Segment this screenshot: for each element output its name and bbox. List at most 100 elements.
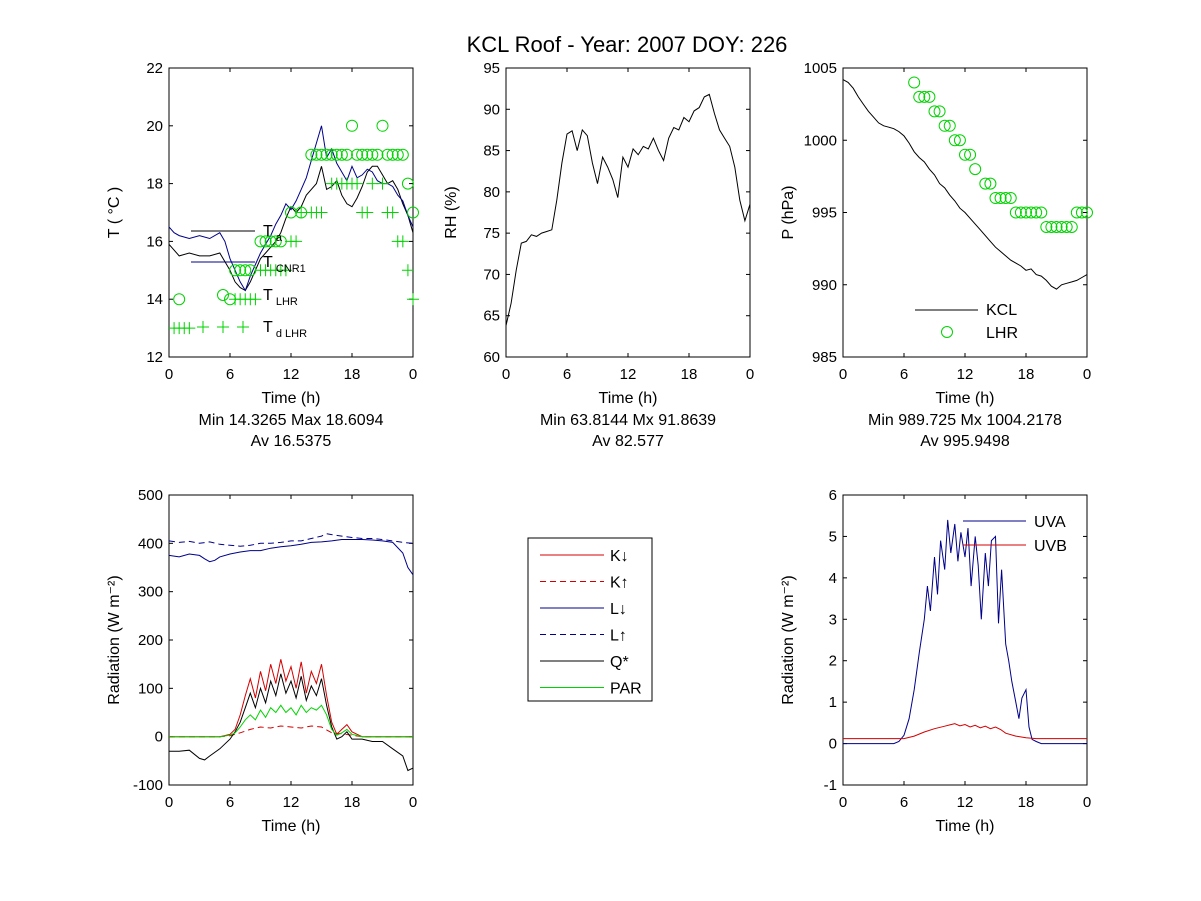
pressure-point: [1065, 220, 1078, 233]
pressure-point: [933, 105, 946, 118]
rh-ylabel: RH (%): [443, 186, 460, 238]
pressure-point: [1081, 206, 1093, 219]
radiation-legend-frame: [527, 537, 653, 702]
pressure-point: [1075, 206, 1088, 219]
pressure-ytick-label: 1005: [804, 60, 837, 77]
pressure-point: [918, 90, 931, 103]
temp-point: [249, 293, 262, 306]
radiation-xtick-label: 6: [226, 794, 234, 811]
pressure-legend-label: LHR: [986, 325, 1018, 342]
radiation-series-2: [168, 539, 414, 576]
pressure-point: [953, 134, 966, 147]
temp-point: [305, 148, 318, 161]
radiation-ytick-label: 200: [138, 632, 163, 649]
uv-xtick-label: 12: [957, 794, 974, 811]
radiation-series-line: [168, 533, 414, 547]
pressure-point: [1045, 220, 1058, 233]
temp-xtick-label: 6: [226, 366, 234, 383]
rh-xtick-label: 12: [620, 366, 637, 383]
temp-series-line: [168, 125, 414, 292]
temp-xtick-label: 0: [165, 366, 173, 383]
radiation-series-line: [168, 539, 414, 576]
temp-ytick-label: 14: [146, 291, 163, 308]
uv-ytick-label: 1: [829, 694, 837, 711]
pressure-point: [999, 192, 1012, 205]
temp-point: [356, 148, 369, 161]
temp-point: [259, 235, 272, 248]
temp-point: [183, 322, 196, 335]
uv-ytick-label: 5: [829, 528, 837, 545]
pressure-point: [959, 148, 971, 161]
temp-stats-line1: Min 14.3265 Max 18.6094: [198, 412, 383, 429]
temp-legend-label: T a: [263, 223, 283, 244]
pressure-point: [928, 105, 941, 118]
temp-xtick-label: 12: [283, 366, 300, 383]
radiation-series-line: [169, 673, 414, 772]
temp-point: [366, 148, 379, 161]
radiation-ytick-label: 300: [138, 584, 163, 601]
temp-point: [315, 206, 328, 219]
pressure-xtick-label: 12: [957, 366, 974, 383]
temp-plot-area: [168, 67, 414, 358]
pressure-ytick-label: 990: [812, 277, 837, 294]
pressure-point: [1009, 206, 1022, 219]
temp-ytick-label: 12: [146, 349, 163, 366]
temp-series-0: [168, 165, 414, 292]
temp-point: [407, 293, 419, 306]
radiation-ylabel: Radiation (W m⁻²): [106, 575, 123, 704]
temp-legend-label: T CNR1: [263, 254, 306, 275]
temp-point: [346, 119, 358, 132]
temp-ytick-label: 16: [146, 233, 163, 250]
temp-point: [376, 119, 389, 132]
uv-ytick-label: 4: [829, 570, 837, 587]
temp-xtick-label: 0: [409, 366, 417, 383]
pressure-ytick-label: 1000: [804, 132, 837, 149]
pressure-point: [1040, 220, 1053, 233]
radiation-ytick-label: 500: [138, 487, 163, 504]
uv-legend-label: UVA: [1034, 514, 1066, 531]
pressure-series-line: [842, 79, 1088, 290]
uv-series-line: [843, 723, 1087, 740]
temp-point: [325, 148, 338, 161]
uv-plot-area: [842, 494, 1088, 786]
uv-ytick-label: 2: [829, 653, 837, 670]
temp-point: [371, 148, 384, 161]
temp-point: [396, 235, 409, 248]
radiation-series-5: [169, 704, 413, 738]
temp-point: [264, 235, 277, 248]
temp-point: [229, 264, 242, 277]
temp-stats-line2: Av 16.5375: [251, 433, 332, 450]
pressure-ytick-label: 985: [812, 349, 837, 366]
temp-series-2: [173, 119, 419, 306]
temp-ytick-label: 18: [146, 176, 163, 193]
temp-point: [269, 235, 282, 248]
temp-point: [396, 148, 409, 161]
pressure-point: [1014, 206, 1027, 219]
uv-xlabel: Time (h): [936, 818, 995, 835]
temp-point: [386, 206, 399, 219]
uv-xtick-label: 0: [839, 794, 847, 811]
temp-point: [376, 177, 389, 190]
uv-xtick-label: 18: [1018, 794, 1035, 811]
pressure-ylabel: P (hPa): [780, 186, 797, 240]
temp-legend-label: T LHR: [263, 287, 298, 308]
pressure-point: [969, 163, 982, 176]
rh-plot-area: [505, 67, 751, 358]
temp-point: [386, 148, 399, 161]
temp-point: [173, 293, 186, 306]
pressure-stats-line2: Av 995.9498: [920, 433, 1010, 450]
pressure-point: [1060, 220, 1073, 233]
temp-series-line: [168, 165, 414, 292]
pressure-point: [943, 119, 956, 132]
uv-series-1: [843, 723, 1087, 740]
temp-legend-label: T d LHR: [263, 319, 307, 340]
radiation-xtick-label: 0: [165, 794, 173, 811]
pressure-point: [979, 177, 992, 190]
pressure-point: [1070, 206, 1083, 219]
pressure-point: [1020, 206, 1032, 219]
rh-xtick-label: 6: [563, 366, 571, 383]
temp-xtick-label: 18: [344, 366, 361, 383]
